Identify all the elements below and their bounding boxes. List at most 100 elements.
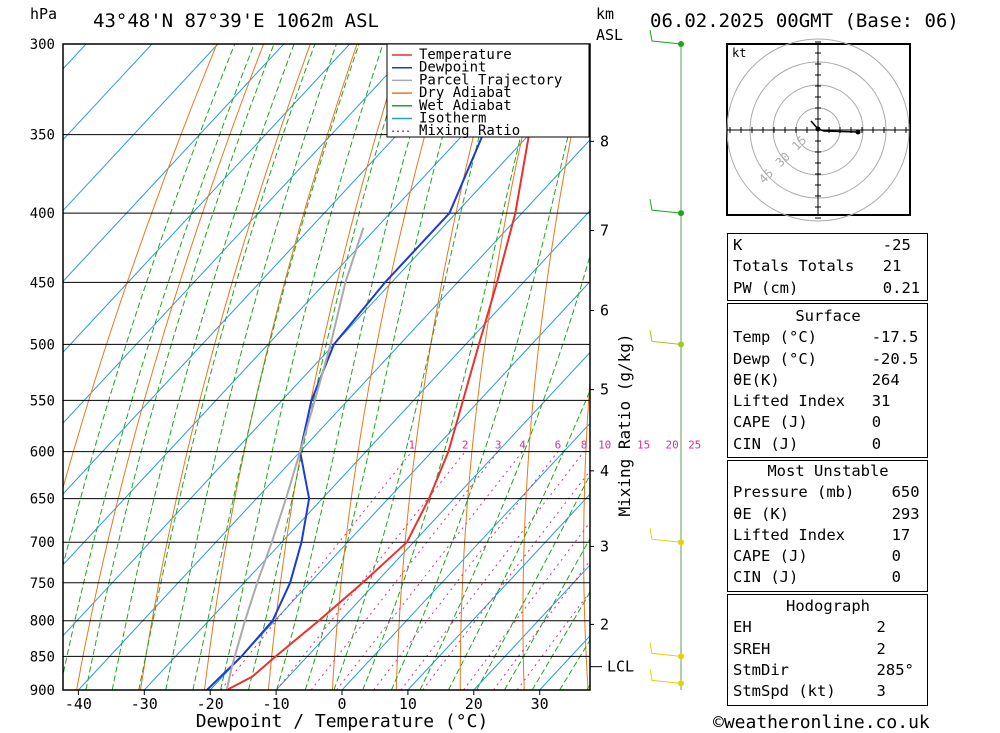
isotherm-line: [63, 44, 351, 354]
pressure-tick-label: 400: [30, 206, 55, 222]
pressure-tick-label: 650: [30, 492, 55, 508]
mixing-ratio-line: [492, 559, 590, 690]
wet-adiabat-line: [165, 44, 337, 690]
km-tick-label: 2: [600, 615, 609, 633]
pressure-unit-label: hPa: [30, 5, 57, 23]
mu-label: CIN (J): [733, 568, 799, 587]
mixing-ratio-labels: 1 2 3 4 6 8 10 15 20 25: [408, 439, 701, 452]
legend-label: Dry Adiabat: [419, 85, 512, 101]
pressure-tick-label: 600: [30, 445, 55, 461]
x-tick-label: 10: [399, 695, 417, 713]
surface-label: Lifted Index: [733, 392, 845, 411]
hodo-label: SREH: [733, 639, 771, 658]
pressure-tick-label: 800: [30, 614, 55, 630]
legend-label: Mixing Ratio: [419, 123, 520, 139]
index-value: -25: [882, 236, 911, 254]
parcel-trajectory-profile: [225, 227, 365, 690]
plot-frame: [62, 43, 591, 691]
hodograph-table-title: Hodograph: [786, 597, 870, 615]
surface-value: 0: [871, 413, 882, 432]
dry-adiabat-line: [643, 44, 684, 690]
mixing-ratio-label: 25: [688, 439, 701, 452]
wet-adiabat-line: [304, 44, 469, 690]
x-tick-label: 30: [531, 695, 549, 713]
index-value: 21: [882, 257, 902, 276]
mu-value: 0: [891, 547, 901, 566]
mixing-ratio-line: [310, 451, 499, 690]
wind-barb: [649, 330, 682, 345]
isotherm-line: [63, 44, 548, 566]
mixing-ratio-label: 2: [462, 439, 469, 452]
mixing-ratio-line: [422, 470, 590, 690]
legend-label: Isotherm: [419, 111, 486, 127]
km-tick-label: 8: [600, 132, 609, 150]
hodograph-unit: kt: [732, 46, 746, 60]
km-unit-label: km: [596, 5, 614, 23]
mu-label: Lifted Index: [733, 525, 845, 544]
dry-adiabat-line: [700, 44, 731, 690]
x-axis-label: Dewpoint / Temperature (°C): [196, 711, 489, 732]
wind-barb: [649, 669, 682, 684]
mu-value: 0: [891, 568, 901, 587]
mixing-ratio-label: 15: [637, 439, 650, 452]
hodo-label: EH: [733, 618, 752, 637]
wind-barb: [649, 528, 682, 543]
x-tick-label: 20: [465, 695, 483, 713]
surface-label: CIN (J): [733, 434, 799, 453]
indices-table: K -25 Totals Totals 21 PW (cm) 0.21: [728, 235, 928, 299]
mu-label: θE (K): [733, 504, 789, 523]
mixing-ratio-line: [336, 451, 523, 690]
surface-label: Dewp (°C): [733, 349, 817, 368]
mixing-ratio-label: 3: [495, 439, 502, 452]
mixing-ratio-label: 1: [408, 439, 415, 452]
mixing-ratio-line: [516, 590, 590, 690]
km-tick-label: 4: [600, 462, 609, 480]
surface-label: Temp (°C): [733, 328, 817, 347]
km-tick-label: 7: [600, 222, 609, 240]
hodograph-storm-dot: [815, 126, 821, 132]
wind-barb: [649, 29, 682, 45]
surface-value: 31: [871, 392, 891, 411]
isotherm-line: [63, 44, 416, 424]
legend-label: Temperature: [419, 47, 512, 63]
pressure-tick-label: 300: [30, 37, 55, 53]
wet-adiabat-line: [419, 253, 590, 690]
hodograph-table-box: Hodograph EH 2 SREH 2 StmDir 285° StmSpd (k…: [727, 594, 928, 706]
mixing-ratio-label: 4: [519, 439, 526, 452]
isotherm-line: [63, 44, 219, 212]
legend-label: Wet Adiabat: [419, 98, 512, 114]
x-tick-label: -40: [65, 695, 92, 713]
hodograph-end-dot: [855, 129, 861, 135]
index-label: Totals Totals: [733, 257, 855, 276]
hodograph-trace: [810, 120, 859, 133]
pressure-tick-label: 700: [30, 535, 55, 551]
surface-label: θE(K): [733, 370, 780, 389]
mu-value: 293: [891, 504, 920, 523]
surface-label: CAPE (J): [733, 413, 808, 432]
index-row: Totals Totals 21: [728, 256, 928, 277]
isotherm-line: [63, 44, 285, 283]
surface-value: 0: [871, 434, 882, 453]
hodo-value: 2: [876, 618, 886, 637]
km-tick-label: 6: [600, 301, 609, 319]
hodo-value: 285°: [876, 660, 914, 679]
isotherm-line: [63, 44, 482, 495]
index-label: PW (cm): [733, 278, 799, 297]
copyright-text: ©weatheronline.co.uk: [713, 712, 930, 733]
most-unstable-title: Most Unstable: [767, 462, 889, 480]
location-title: 43°48'N 87°39'E 1062m ASL: [93, 10, 379, 32]
pressure-tick-label: 550: [30, 393, 55, 409]
wet-adiabat-line: [362, 44, 545, 690]
x-tick-label: 0: [337, 695, 346, 713]
mixing-ratio-line: [400, 451, 585, 690]
dry-adiabat-line: [522, 44, 590, 690]
wind-profile: [649, 29, 684, 690]
most-unstable-box: Most Unstable Pressure (mb) 650 θE (K) 293…: [727, 460, 928, 592]
axes: 300350400450500550600650700750800850900-…: [30, 37, 634, 713]
km-tick-label: 3: [600, 537, 609, 555]
surface-title: Surface: [795, 307, 861, 325]
x-tick-label: -20: [197, 695, 224, 713]
hodo-value: 3: [876, 682, 886, 701]
